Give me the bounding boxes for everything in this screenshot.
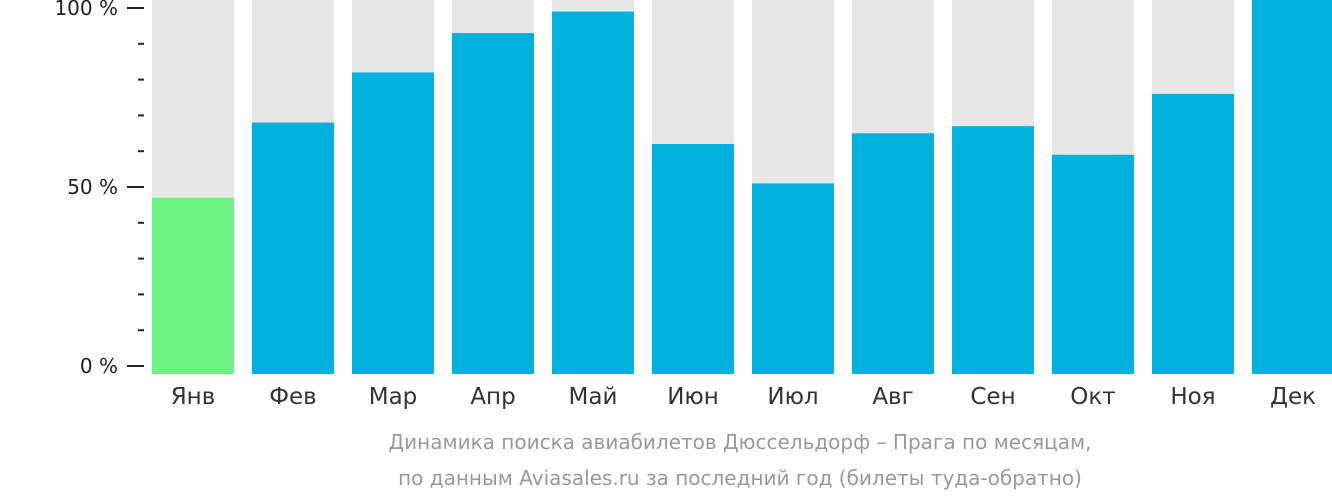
y-tick-label: 100 % — [54, 0, 118, 20]
x-tick-label: Июл — [767, 384, 818, 410]
bar-11 — [1152, 93, 1234, 375]
x-tick-label: Авг — [872, 384, 913, 410]
x-tick-label: Янв — [171, 384, 216, 410]
bar-4 — [452, 33, 534, 375]
bar-9 — [952, 126, 1034, 374]
bar-2 — [252, 122, 334, 374]
bar-7 — [752, 183, 834, 374]
x-tick-label: Окт — [1070, 384, 1115, 410]
y-tick-label: 0 % — [80, 354, 118, 378]
x-tick-label: Апр — [470, 384, 515, 410]
bar-10 — [1052, 154, 1134, 374]
bar-1 — [152, 197, 234, 374]
x-tick-label: Май — [569, 384, 618, 410]
x-tick-label: Сен — [970, 384, 1015, 410]
bar-12 — [1252, 0, 1332, 374]
data-bars — [152, 0, 1332, 375]
bar-5 — [552, 11, 634, 375]
x-tick-label: Июн — [667, 384, 719, 410]
chart-caption-line-2: по данным Aviasales.ru за последний год … — [398, 466, 1082, 490]
bar-3 — [352, 72, 434, 374]
x-tick-label: Фев — [269, 384, 317, 410]
bar-8 — [852, 133, 934, 374]
bar-6 — [652, 144, 734, 374]
x-tick-label: Дек — [1270, 384, 1316, 410]
y-axis: 0 % 50 % 100 % — [54, 0, 144, 378]
x-axis-labels: Янв Фев Мар Апр Май Июн Июл Авг Сен Окт Ноя Дек — [171, 384, 1316, 410]
x-tick-label: Ноя — [1170, 384, 1215, 410]
x-tick-label: Мар — [369, 384, 418, 410]
chart-caption-line-1: Динамика поиска авиабилетов Дюссельдорф … — [388, 430, 1092, 454]
y-tick-label: 50 % — [67, 175, 118, 199]
